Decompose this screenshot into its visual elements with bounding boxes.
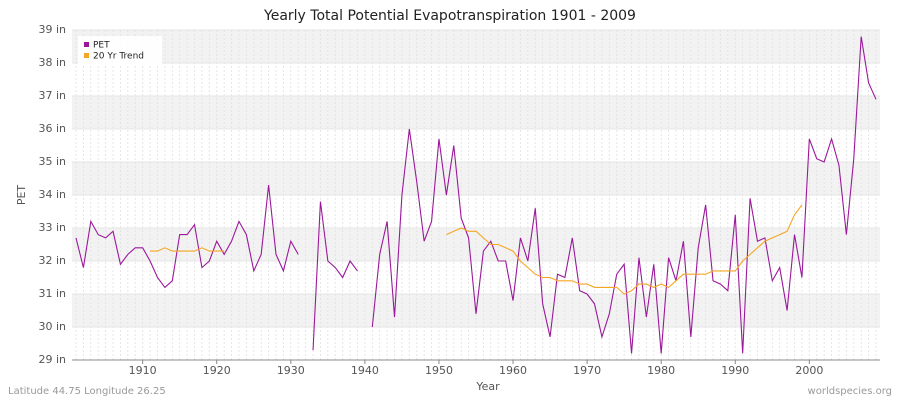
legend-swatch: [84, 42, 89, 47]
data-line: [371, 36, 877, 354]
x-tick-label: 1980: [647, 364, 675, 377]
grid-band: [72, 228, 880, 261]
y-axis-label: PET: [15, 185, 28, 206]
y-tick-label: 36 in: [38, 122, 66, 135]
legend-swatch: [84, 53, 89, 58]
legend-label: PET: [93, 41, 110, 51]
x-tick-label: 1920: [203, 364, 231, 377]
y-tick-label: 32 in: [38, 254, 66, 267]
x-axis-label: Year: [475, 380, 500, 393]
y-tick-label: 29 in: [38, 353, 66, 366]
x-tick-label: 1970: [573, 364, 601, 377]
footer-right: worldspecies.org: [808, 386, 892, 397]
data-line: [446, 204, 803, 295]
y-tick-label: 39 in: [38, 23, 66, 36]
y-tick-label: 30 in: [38, 320, 66, 333]
data-line: [312, 201, 358, 351]
x-tick-label: 1950: [425, 364, 453, 377]
x-tick-label: 1940: [351, 364, 379, 377]
y-tick-label: 35 in: [38, 155, 66, 168]
y-tick-label: 31 in: [38, 287, 66, 300]
legend-box: [78, 36, 162, 64]
x-tick-label: 1910: [129, 364, 157, 377]
y-tick-label: 33 in: [38, 221, 66, 234]
chart-title: Yearly Total Potential Evapotranspiratio…: [263, 8, 636, 24]
footer-left: Latitude 44.75 Longitude 26.25: [8, 386, 166, 397]
grid-band: [72, 96, 880, 129]
y-tick-label: 38 in: [38, 56, 66, 69]
x-tick-label: 1930: [277, 364, 305, 377]
data-line: [75, 185, 299, 289]
data-line: [150, 247, 225, 252]
x-tick-label: 2000: [795, 364, 823, 377]
x-tick-label: 1960: [499, 364, 527, 377]
x-tick-label: 1990: [721, 364, 749, 377]
legend-label: 20 Yr Trend: [93, 52, 144, 62]
y-tick-label: 34 in: [38, 188, 66, 201]
y-tick-label: 37 in: [38, 89, 66, 102]
